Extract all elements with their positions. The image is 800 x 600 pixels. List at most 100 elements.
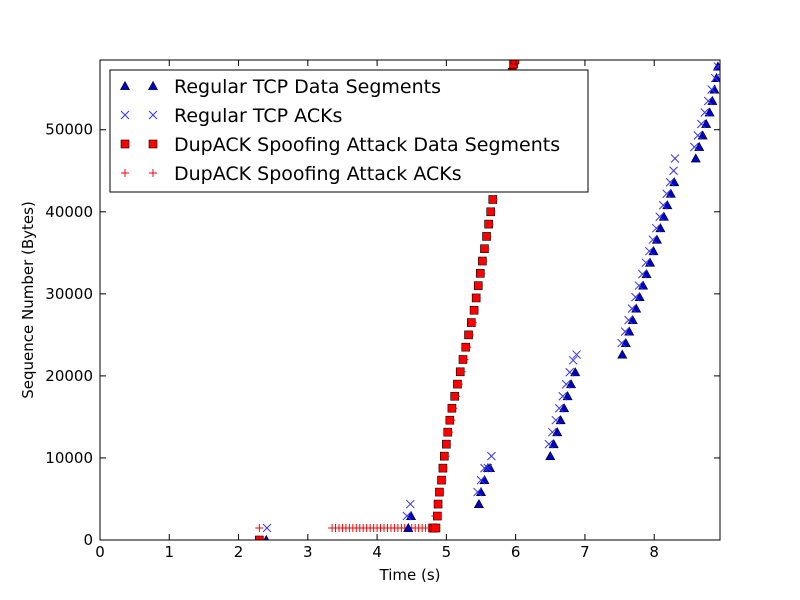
legend-marker [148,110,158,120]
regular-data-point [555,415,566,425]
regular-ack-point [551,415,561,425]
dupack-data-point [510,60,520,65]
regular-data-point [403,522,414,532]
legend-marker [147,80,159,90]
regular-data-point [562,391,573,401]
regular-data-point [704,107,715,117]
dupack-ack-point [468,318,477,327]
dupack-ack-point [483,232,492,241]
regular-ack-point [402,511,412,521]
regular-ack-point [651,223,661,233]
dupack-ack-point [439,464,448,473]
legend-marker [149,169,157,177]
legend-label-dupack-acks: DupACK Spoofing Attack ACKs [174,163,462,185]
dupack-ack-point [485,220,494,229]
regular-ack-point [669,166,678,176]
x-tick-label: 5 [442,543,452,561]
regular-ack-point [544,439,554,449]
plot-marks [255,60,720,540]
x-tick-label: 4 [372,543,382,561]
legend-markers [119,80,159,177]
regular-ack-point [558,391,568,401]
regular-data-point [552,427,563,437]
dupack-ack-point [460,355,469,364]
regular-ack-point [405,499,415,509]
regular-data-point [548,439,559,449]
x-tick-label: 0 [95,543,105,561]
regular-ack-point [568,355,578,365]
regular-ack-point [710,73,720,83]
regular-ack-point [638,269,647,279]
regular-ack-point [480,463,489,473]
x-tick-label: 1 [165,543,175,561]
x-tick-label: 6 [511,543,521,561]
regular-ack-point [693,131,703,140]
regular-ack-point [658,200,668,210]
dupack-ack-point [443,440,452,449]
dupack-ack-point [449,404,458,413]
regular-data-point [694,141,705,151]
dupack-ack-point [472,293,481,302]
dupack-ack-point [465,330,474,339]
regular-ack-point [703,96,713,106]
dupack-ack-point [489,195,498,204]
regular-ack-point [655,212,665,222]
y-tick-label: 20000 [45,367,93,385]
dupack-ack-point [445,428,454,437]
regular-ack-point [617,338,626,348]
dupack-ack-point [479,257,488,266]
regular-ack-point [670,154,680,163]
y-axis-label: Sequence Number (Bytes) [19,201,37,399]
dupack-ack-point [481,244,490,253]
dupack-ack-point [255,524,264,533]
regular-data-point [473,498,484,508]
regular-ack-point [548,427,557,437]
regular-ack-point [476,475,486,485]
regular-ack-point [483,463,493,473]
dupack-ack-point [474,281,483,290]
regular-data-point [566,379,577,389]
regular-ack-point [262,523,272,533]
legend: Regular TCP Data Segments Regular TCP AC… [109,69,589,193]
dupack-ack-point [436,488,445,497]
y-tick-label: 10000 [45,449,93,467]
regular-data-point [712,61,720,71]
regular-ack-point [700,108,710,117]
regular-data-point [570,367,581,377]
regular-ack-point [554,403,564,413]
dupack-ack-point [434,500,443,509]
regular-ack-point [631,292,640,302]
regular-ack-point [665,177,675,187]
regular-ack-point [634,281,644,290]
regular-data-point [697,130,708,140]
dupack-ack-point [470,306,479,315]
dupack-ack-point [457,367,466,376]
regular-ack-point [662,189,672,199]
legend-label-dupack-data: DupACK Spoofing Attack Data Segments [174,134,560,156]
x-tick-label: 7 [580,543,590,561]
legend-marker [119,80,131,90]
regular-ack-point [572,350,581,359]
regular-ack-point [561,379,571,389]
regular-data-point [701,118,712,128]
regular-ack-point [648,235,658,245]
dupack-data-point [255,535,264,540]
regular-ack-point [620,327,630,336]
dupack-ack-point [463,343,472,352]
regular-ack-point [473,487,482,497]
regular-ack-point [624,315,633,325]
dupack-ack-point [487,207,496,216]
regular-data-point [559,403,570,413]
regular-ack-point [690,142,699,152]
dupack-ack-point [428,524,437,533]
dupack-ack-point [441,452,450,461]
legend-label-regular-tcp-data: Regular TCP Data Segments [174,76,441,98]
dupack-ack-point [477,269,486,278]
legend-box [109,69,589,193]
x-tick-label: 3 [303,543,313,561]
y-tick-label: 0 [83,531,93,549]
regular-ack-point [627,304,637,313]
x-axis-label: Time (s) [379,566,441,584]
dupack-ack-point [452,392,461,401]
